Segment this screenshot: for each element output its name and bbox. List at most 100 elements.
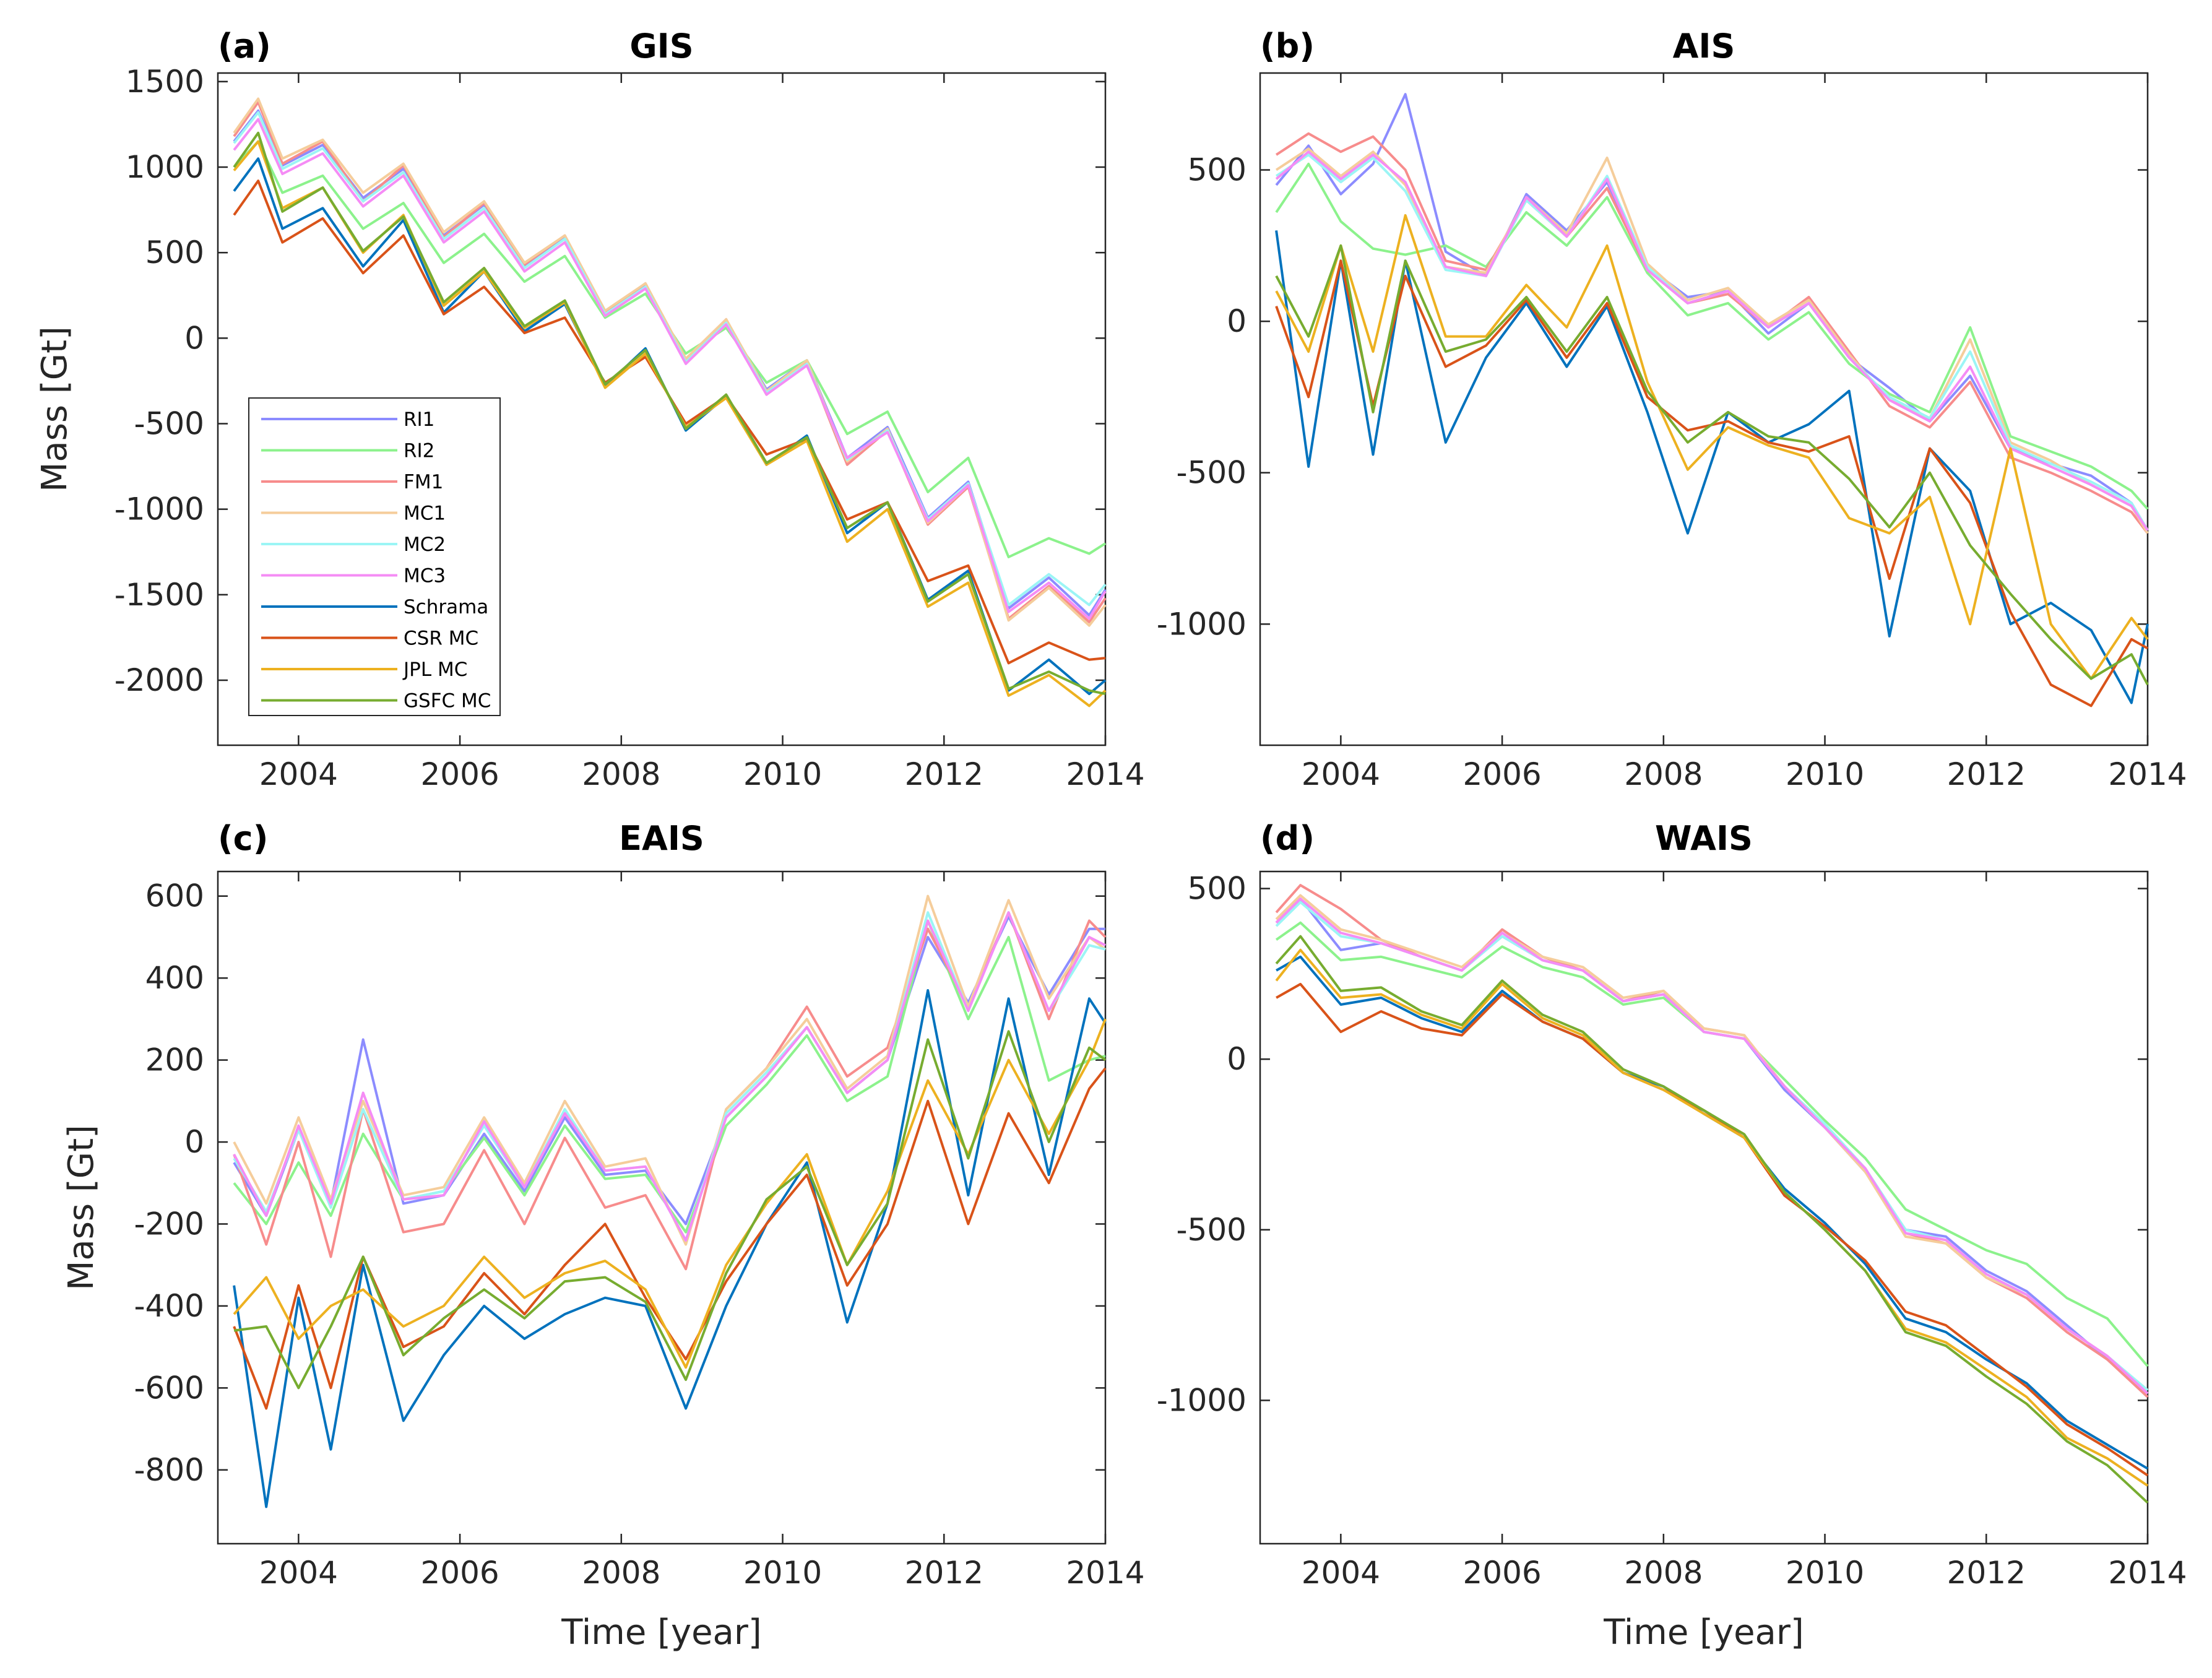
panel-a-series-gsfc-mc [233, 131, 1106, 696]
panel-d-series-lines [1275, 884, 2149, 1504]
panel-b-ais: 2004 2006 2008 2010 2012 2014 500 0 -500 -1000 (b… [1157, 27, 2187, 792]
panel-c-ytick-label: -800 [134, 1452, 204, 1488]
panel-d-ticks: 2004 2006 2008 2010 2012 2014 500 0 -500 -1000 [1157, 871, 2187, 1591]
legend-label-mc2: MC2 [404, 534, 446, 556]
panel-d-xtick-label: 2008 [1624, 1555, 1703, 1591]
panel-b-series-mc3 [1275, 150, 2149, 531]
panel-c-ytick-label: 400 [145, 960, 204, 996]
panel-a-ytick-label: -2000 [114, 662, 204, 698]
panel-a-ytick-label: 1000 [126, 149, 204, 185]
panel-b-label: (b) [1260, 27, 1315, 66]
legend: RI1 RI2 FM1 MC1 MC2 MC3 Schrama CSR MC JPL MC GSF… [248, 397, 501, 716]
panel-c-xtick-label: 2014 [1066, 1555, 1144, 1591]
legend-label-jpl-mc: JPL MC [402, 659, 467, 681]
panel-a-xtick-label: 2012 [905, 756, 983, 792]
panel-a-ytick-label: 500 [145, 235, 204, 270]
panel-a-title: GIS [629, 27, 693, 66]
panel-a-ticks: 2004 2006 2008 2010 2012 2014 1500 1000 500 0 -500… [114, 64, 1145, 792]
panel-d-series-jpl-mc [1275, 948, 2149, 1487]
panel-a-ytick-label: -1500 [114, 577, 204, 613]
panel-a-ytick-label: 1500 [126, 64, 204, 100]
panel-d-plot-area [1259, 870, 2149, 1545]
panel-c-xtick-label: 2006 [420, 1555, 499, 1591]
panel-c-series-schrama [233, 989, 1107, 1508]
panel-a-series-mc3 [233, 118, 1107, 620]
panel-b-ytick-label: -1000 [1157, 606, 1246, 642]
panel-a-xtick-label: 2008 [582, 756, 660, 792]
panel-c-xtick-label: 2012 [905, 1555, 983, 1591]
panel-a-label: (a) [218, 27, 271, 66]
panel-c-ytick-label: 200 [145, 1042, 204, 1078]
panel-c-title: EAIS [619, 819, 704, 858]
legend-items: RI1 RI2 FM1 MC1 MC2 MC3 Schrama CSR MC JPL MC GSF… [261, 409, 491, 712]
panel-c-eais: 2004 2006 2008 2010 2012 2014 600 400 200 0 -200 -4… [61, 819, 1145, 1653]
panel-d-series-mc1 [1275, 894, 2149, 1395]
panel-d-series-gsfc-mc [1275, 935, 2149, 1504]
panel-a-gis: 2004 2006 2008 2010 2012 2014 1500 1000 500 0 -500… [35, 27, 1145, 792]
panel-a-xtick-label: 2006 [420, 756, 499, 792]
legend-label-schrama: Schrama [404, 596, 488, 618]
panel-d-ytick-label: 500 [1188, 871, 1246, 907]
panel-b-ytick-label: 500 [1188, 152, 1246, 188]
panel-d-series-mc3 [1275, 897, 2149, 1395]
panel-a-ylabel: Mass [Gt] [35, 326, 75, 492]
panel-d-xtick-label: 2006 [1462, 1555, 1541, 1591]
panel-b-xtick-label: 2014 [2108, 756, 2187, 792]
panel-b-series-mc1 [1276, 147, 2149, 534]
panel-c-ytick-label: 600 [145, 878, 204, 914]
panel-c-series-lines [233, 894, 1107, 1508]
panel-c-series-gsfc-mc [233, 1030, 1107, 1390]
panel-a-series-lines [233, 97, 1107, 707]
panel-a-ytick-label: 0 [184, 320, 204, 356]
panel-d-xtick-label: 2012 [1947, 1555, 2026, 1591]
panel-b-ytick-label: 0 [1227, 303, 1246, 339]
panel-d-ytick-label: -500 [1177, 1212, 1246, 1248]
panel-d-ytick-label: -1000 [1157, 1382, 1246, 1418]
panel-c-ytick-label: -400 [134, 1288, 204, 1324]
panel-c-series-mc3 [233, 911, 1106, 1242]
panel-a-xtick-label: 2010 [743, 756, 822, 792]
panel-c-xtick-label: 2004 [259, 1555, 338, 1591]
panel-c-xtick-label: 2008 [582, 1555, 660, 1591]
panel-d-xlabel: Time [year] [1603, 1612, 1804, 1653]
panel-a-ytick-label: -1000 [114, 491, 204, 527]
panel-d-xtick-label: 2010 [1786, 1555, 1864, 1591]
panel-c-xlabel: Time [year] [561, 1612, 761, 1653]
panel-b-xtick-label: 2010 [1786, 756, 1864, 792]
panel-b-series-jpl-mc [1275, 214, 2149, 680]
panel-d-xtick-label: 2004 [1302, 1555, 1380, 1591]
legend-label-gsfc-mc: GSFC MC [404, 690, 491, 712]
panel-d-title: WAIS [1655, 819, 1753, 858]
panel-c-ytick-label: -200 [134, 1206, 204, 1242]
panel-c-ylabel: Mass [Gt] [61, 1125, 102, 1291]
panel-d-wais: 2004 2006 2008 2010 2012 2014 500 0 -500 -1000 (d… [1157, 819, 2187, 1653]
panel-c-ytick-label: -600 [134, 1370, 204, 1406]
panel-a-xtick-label: 2004 [259, 756, 338, 792]
panel-b-xtick-label: 2012 [1947, 756, 2026, 792]
panel-d-xtick-label: 2014 [2108, 1555, 2187, 1591]
panel-b-ticks: 2004 2006 2008 2010 2012 2014 500 0 -500 -1000 [1157, 73, 2187, 792]
panel-c-ticks: 2004 2006 2008 2010 2012 2014 600 400 200 0 -200 -4… [134, 871, 1145, 1591]
legend-label-ri2: RI2 [404, 440, 434, 462]
panel-b-series-gsfc-mc [1275, 244, 2149, 686]
legend-label-mc1: MC1 [404, 503, 446, 525]
legend-label-mc3: MC3 [404, 565, 446, 587]
panel-b-xtick-label: 2008 [1624, 756, 1703, 792]
legend-label-csr-mc: CSR MC [404, 628, 478, 650]
panel-c-plot-area [217, 870, 1107, 1545]
panel-b-ytick-label: -500 [1177, 455, 1246, 491]
panel-b-xtick-label: 2004 [1302, 756, 1380, 792]
panel-b-series-lines [1275, 93, 2149, 707]
panel-d-ytick-label: 0 [1227, 1041, 1246, 1077]
panel-b-series-fm1 [1276, 132, 2149, 534]
panel-d-label: (d) [1260, 819, 1315, 858]
legend-label-fm1: FM1 [404, 471, 443, 493]
panel-b-series-ri2 [1275, 162, 2149, 510]
panel-a-xtick-label: 2014 [1066, 756, 1144, 792]
panel-c-label: (c) [218, 819, 268, 858]
panel-c-ytick-label: 0 [184, 1124, 204, 1160]
panel-a-ytick-label: -500 [134, 405, 204, 441]
panel-c-xtick-label: 2010 [743, 1555, 822, 1591]
legend-label-ri1: RI1 [404, 409, 434, 431]
